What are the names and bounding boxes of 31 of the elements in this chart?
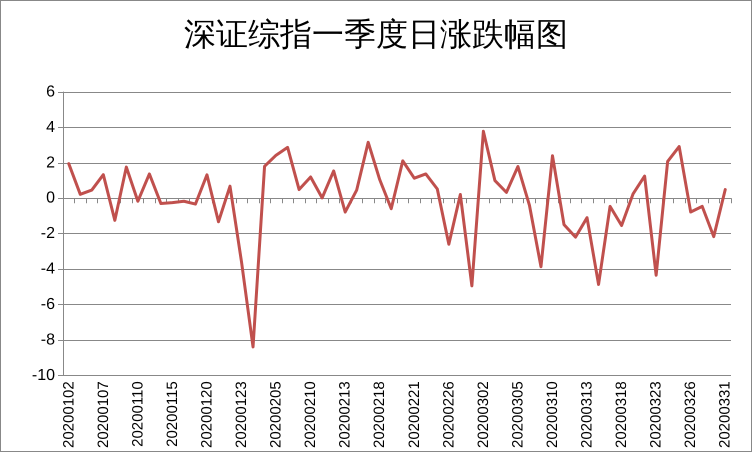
chart-title: 深证综指一季度日涨跌幅图 xyxy=(184,16,568,52)
x-tick-label: 20200123 xyxy=(233,381,250,448)
y-tick-label: -2 xyxy=(40,225,56,242)
x-tick-label: 20200302 xyxy=(474,381,492,448)
x-tick-label: 20200110 xyxy=(129,381,146,447)
x-tick-label: 20200210 xyxy=(302,381,320,448)
x-tick-label: 20200115 xyxy=(164,381,181,447)
y-tick-label: 0 xyxy=(46,190,56,207)
y-tick-label: -4 xyxy=(40,260,56,278)
x-tick-label: 20200323 xyxy=(648,381,665,448)
y-tick-label: -10 xyxy=(32,366,56,384)
x-tick-label: 20200313 xyxy=(578,381,596,448)
y-tick-label: 6 xyxy=(46,84,56,100)
x-tick-label: 20200107 xyxy=(94,381,112,448)
x-tick-label: 20200331 xyxy=(716,381,734,448)
y-tick-label: -6 xyxy=(40,296,56,313)
x-tick-label: 20200226 xyxy=(440,381,458,448)
x-tick-label: 20200213 xyxy=(336,381,354,448)
x-tick-label: 20200218 xyxy=(371,381,388,448)
x-tick-label: 20200310 xyxy=(544,381,561,448)
x-tick-label: 20200102 xyxy=(60,381,78,448)
x-tick-label: 20200305 xyxy=(509,381,526,448)
y-tick-label: -8 xyxy=(40,331,56,348)
x-tick-label: 20200318 xyxy=(613,381,630,448)
x-tick-label: 20200205 xyxy=(268,381,285,448)
x-tick-label: 20200120 xyxy=(198,381,216,448)
x-tick-label: 20200221 xyxy=(406,381,423,448)
x-tick-label: 20200326 xyxy=(682,381,700,448)
line-series xyxy=(67,130,727,348)
y-tick-label: 4 xyxy=(46,118,56,136)
y-tick-label: 2 xyxy=(46,154,56,172)
